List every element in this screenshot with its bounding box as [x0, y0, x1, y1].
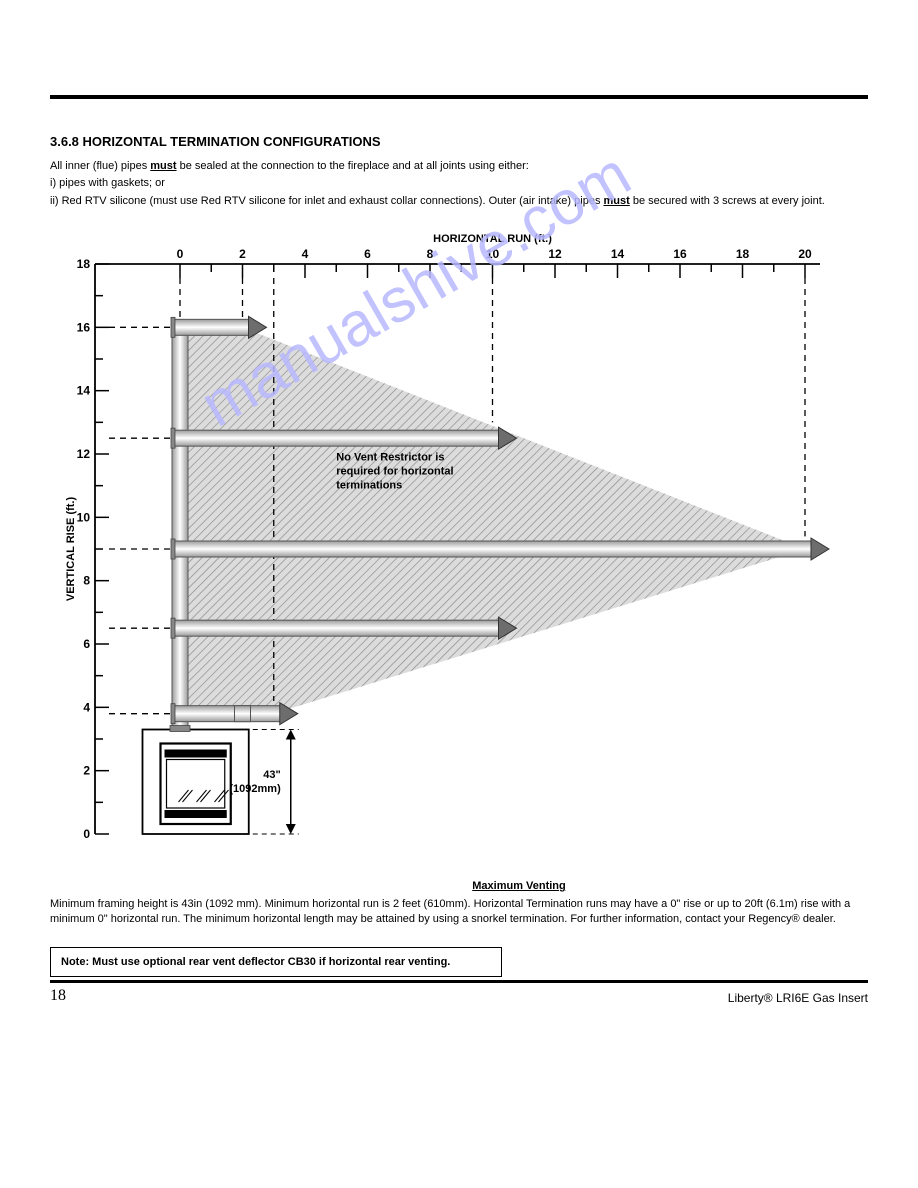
instr-li1: i) pipes with gaskets; or	[50, 176, 868, 191]
svg-text:HORIZONTAL RUN (ft.): HORIZONTAL RUN (ft.)	[433, 233, 552, 245]
chart-footer-title: Maximum Venting	[170, 879, 868, 894]
svg-text:required for horizontal: required for horizontal	[336, 466, 453, 478]
chart-footer: Maximum Venting Minimum framing height i…	[50, 879, 868, 927]
svg-text:10: 10	[486, 247, 500, 261]
page-footer: 18 Liberty® LRI6E Gas Insert	[50, 980, 868, 1005]
svg-text:12: 12	[77, 447, 91, 461]
svg-text:10: 10	[77, 511, 91, 525]
svg-text:6: 6	[83, 637, 90, 651]
svg-text:2: 2	[239, 247, 246, 261]
document-id: Liberty® LRI6E Gas Insert	[728, 991, 868, 1005]
svg-text:12: 12	[548, 247, 562, 261]
instr-p1-pre: All inner (flue) pipes	[50, 160, 150, 172]
svg-text:2: 2	[83, 764, 90, 778]
note-box: Note: Must use optional rear vent deflec…	[50, 947, 502, 977]
svg-text:4: 4	[302, 247, 309, 261]
svg-text:18: 18	[77, 257, 91, 271]
svg-text:14: 14	[611, 247, 625, 261]
instr-li2-must: must	[604, 195, 630, 207]
svg-text:terminations: terminations	[336, 480, 402, 492]
section-title: 3.6.8 HORIZONTAL TERMINATION CONFIGURATI…	[50, 134, 868, 149]
svg-text:VERTICAL RISE (ft.): VERTICAL RISE (ft.)	[65, 497, 77, 602]
page-number: 18	[50, 987, 66, 1005]
svg-text:0: 0	[83, 827, 90, 841]
svg-text:No Vent Restrictor is: No Vent Restrictor is	[336, 452, 444, 464]
svg-text:8: 8	[83, 574, 90, 588]
svg-text:20: 20	[798, 247, 812, 261]
svg-text:16: 16	[673, 247, 687, 261]
header-rule	[50, 95, 868, 99]
instr-p1-post: be sealed at the connection to the firep…	[177, 160, 529, 172]
svg-text:16: 16	[77, 321, 91, 335]
svg-text:(1092mm): (1092mm)	[229, 783, 281, 795]
svg-text:14: 14	[77, 384, 91, 398]
svg-text:18: 18	[736, 247, 750, 261]
instr-p1-must: must	[150, 160, 176, 172]
instr-li2-pre: ii) Red RTV silicone (must use Red RTV s…	[50, 195, 604, 207]
svg-text:4: 4	[83, 701, 90, 715]
chart-footer-body: Minimum framing height is 43in (1092 mm)…	[50, 897, 868, 927]
svg-text:43": 43"	[263, 769, 280, 781]
svg-text:0: 0	[177, 247, 184, 261]
instr-li2-post: be secured with 3 screws at every joint.	[630, 195, 825, 207]
svg-text:6: 6	[364, 247, 371, 261]
chart-svg: 0 2 4 6 8 10 12 14 16 18 20 HORIZONTAL RUN (ft.) 0 2 4…	[60, 224, 830, 874]
vent-chart: 0 2 4 6 8 10 12 14 16 18 20 HORIZONTAL RUN (ft.) 0 2 4…	[60, 224, 830, 874]
svg-text:8: 8	[427, 247, 434, 261]
instructions: All inner (flue) pipes must be sealed at…	[50, 159, 868, 209]
